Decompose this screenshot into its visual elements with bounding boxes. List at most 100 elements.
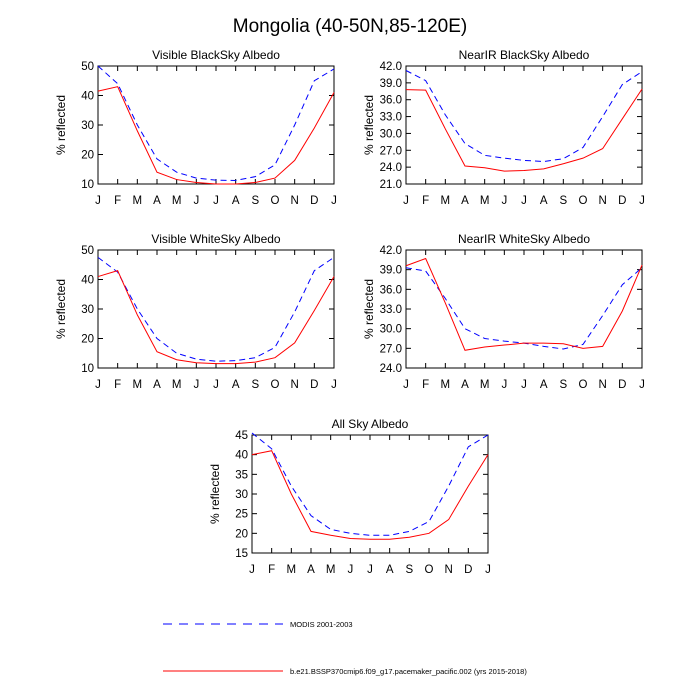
all-sky-xtick-label: N [445,564,453,576]
nearir-whitesky-xtick-label: O [579,379,588,391]
all-sky-ytick-label: 35 [235,469,248,481]
all-sky-ytick-label: 15 [235,548,248,560]
nearir-whitesky-ytick-label: 27.0 [380,343,402,355]
all-sky-xtick-label: O [425,564,434,576]
nearir-whitesky-ytick-label: 24.0 [380,363,402,375]
visible-blacksky-ytick-label: 30 [81,120,94,132]
nearir-whitesky-ytick-label: 33.0 [380,304,402,316]
nearir-whitesky-xtick-label: M [480,379,490,391]
nearir-blacksky-xtick-label: J [639,195,645,207]
visible-whitesky-model-line [97,270,335,365]
nearir-blacksky-title: NearIR BlackSky Albedo [459,48,590,62]
visible-blacksky-xtick-label: D [310,195,318,207]
all-sky-xtick-label: S [405,564,413,576]
visible-whitesky-xtick-label: N [291,379,299,391]
nearir-whitesky-title: NearIR WhiteSky Albedo [458,232,590,246]
nearir-whitesky-xtick-label: S [559,379,567,391]
visible-whitesky-title: Visible WhiteSky Albedo [151,232,281,246]
nearir-blacksky-ytick-label: 33.0 [380,112,402,124]
visible-whitesky-xtick-label: M [172,379,182,391]
nearir-blacksky-ytick-label: 39.0 [380,78,402,90]
nearir-blacksky-ytick-label: 21.0 [380,179,402,191]
nearir-whitesky-xtick-label: J [501,379,507,391]
visible-whitesky-ytick-label: 30 [81,304,94,316]
nearir-blacksky-xtick-label: J [521,195,527,207]
visible-whitesky-xtick-label: J [95,379,101,391]
visible-blacksky-ylabel: % reflected [54,95,68,155]
visible-blacksky-xtick-label: S [251,195,259,207]
all-sky-plot-frame [251,434,489,554]
nearir-whitesky-model-line [405,257,643,351]
all-sky-model-line [251,450,489,540]
nearir-whitesky-xtick-label: F [422,379,429,391]
visible-blacksky-model-line [97,86,335,185]
visible-blacksky-ytick-label: 50 [81,61,94,73]
all-sky-ytick-label: 45 [235,430,248,442]
nearir-whitesky-xtick-label: J [403,379,409,391]
visible-blacksky-xtick-label: N [291,195,299,207]
all-sky-ytick-label: 30 [235,489,248,501]
all-sky-xtick-label: J [367,564,373,576]
nearir-whitesky-ytick-label: 42.0 [380,245,402,257]
nearir-blacksky-xtick-label: J [501,195,507,207]
nearir-whitesky-xtick-label: M [441,379,451,391]
all-sky-xtick-label: A [307,564,315,576]
all-sky-xtick-label: J [249,564,255,576]
visible-blacksky-xtick-label: J [331,195,337,207]
all-sky-ytick-label: 25 [235,509,248,521]
nearir-whitesky-ytick-label: 36.0 [380,284,402,296]
all-sky-ytick-label: 40 [235,450,248,462]
nearir-blacksky-ytick-label: 27.0 [380,145,402,157]
visible-blacksky-ytick-label: 40 [81,91,94,103]
nearir-blacksky-xtick-label: N [599,195,607,207]
nearir-whitesky-ytick-label: 39.0 [380,265,402,277]
visible-blacksky-xtick-label: M [172,195,182,207]
all-sky-xtick-label: J [485,564,491,576]
visible-whitesky-plot-frame [97,249,335,369]
visible-blacksky-ytick-label: 20 [81,150,94,162]
all-sky-ytick-label: 20 [235,528,248,540]
nearir-blacksky-ytick-label: 30.0 [380,128,402,140]
visible-blacksky-xtick-label: F [114,195,121,207]
nearir-blacksky-xtick-label: J [403,195,409,207]
visible-whitesky-ytick-label: 10 [81,363,94,375]
legend-model-label: b.e21.BSSP370cmip6.f09_g17.pacemaker_pac… [290,667,527,676]
visible-whitesky-xtick-label: O [271,379,280,391]
nearir-blacksky-ytick-label: 24.0 [380,162,402,174]
legend: MODIS 2001-2003 b.e21.BSSP370cmip6.f09_g… [163,620,527,676]
visible-whitesky-xtick-label: A [153,379,161,391]
visible-whitesky-xtick-label: J [213,379,219,391]
nearir-whitesky-xtick-label: J [639,379,645,391]
visible-whitesky-xtick-label: J [331,379,337,391]
legend-modis-label: MODIS 2001-2003 [290,620,353,629]
nearir-blacksky-xtick-label: A [461,195,469,207]
nearir-whitesky-xtick-label: D [618,379,626,391]
visible-blacksky-plot-frame [97,65,335,185]
nearir-blacksky-modis-line [405,70,643,163]
visible-blacksky-title: Visible BlackSky Albedo [152,48,280,62]
all-sky-xtick-label: D [464,564,472,576]
all-sky-xtick-label: M [326,564,336,576]
all-sky-title: All Sky Albedo [332,417,409,431]
figure-title: Mongolia (40-50N,85-120E) [233,16,467,37]
nearir-blacksky-plot-frame [405,65,643,185]
nearir-whitesky-ytick-label: 30.0 [380,324,402,336]
visible-blacksky-xtick-label: M [133,195,143,207]
visible-whitesky-ytick-label: 50 [81,245,94,257]
visible-whitesky-xtick-label: F [114,379,121,391]
nearir-blacksky-xtick-label: O [579,195,588,207]
nearir-blacksky-xtick-label: M [480,195,490,207]
nearir-blacksky-xtick-label: M [441,195,451,207]
nearir-blacksky-xtick-label: D [618,195,626,207]
all-sky-xtick-label: M [287,564,297,576]
visible-blacksky-xtick-label: J [213,195,219,207]
nearir-whitesky-xtick-label: A [540,379,548,391]
visible-blacksky-modis-line [97,65,335,181]
visible-whitesky-ytick-label: 20 [81,334,94,346]
nearir-blacksky-xtick-label: S [559,195,567,207]
